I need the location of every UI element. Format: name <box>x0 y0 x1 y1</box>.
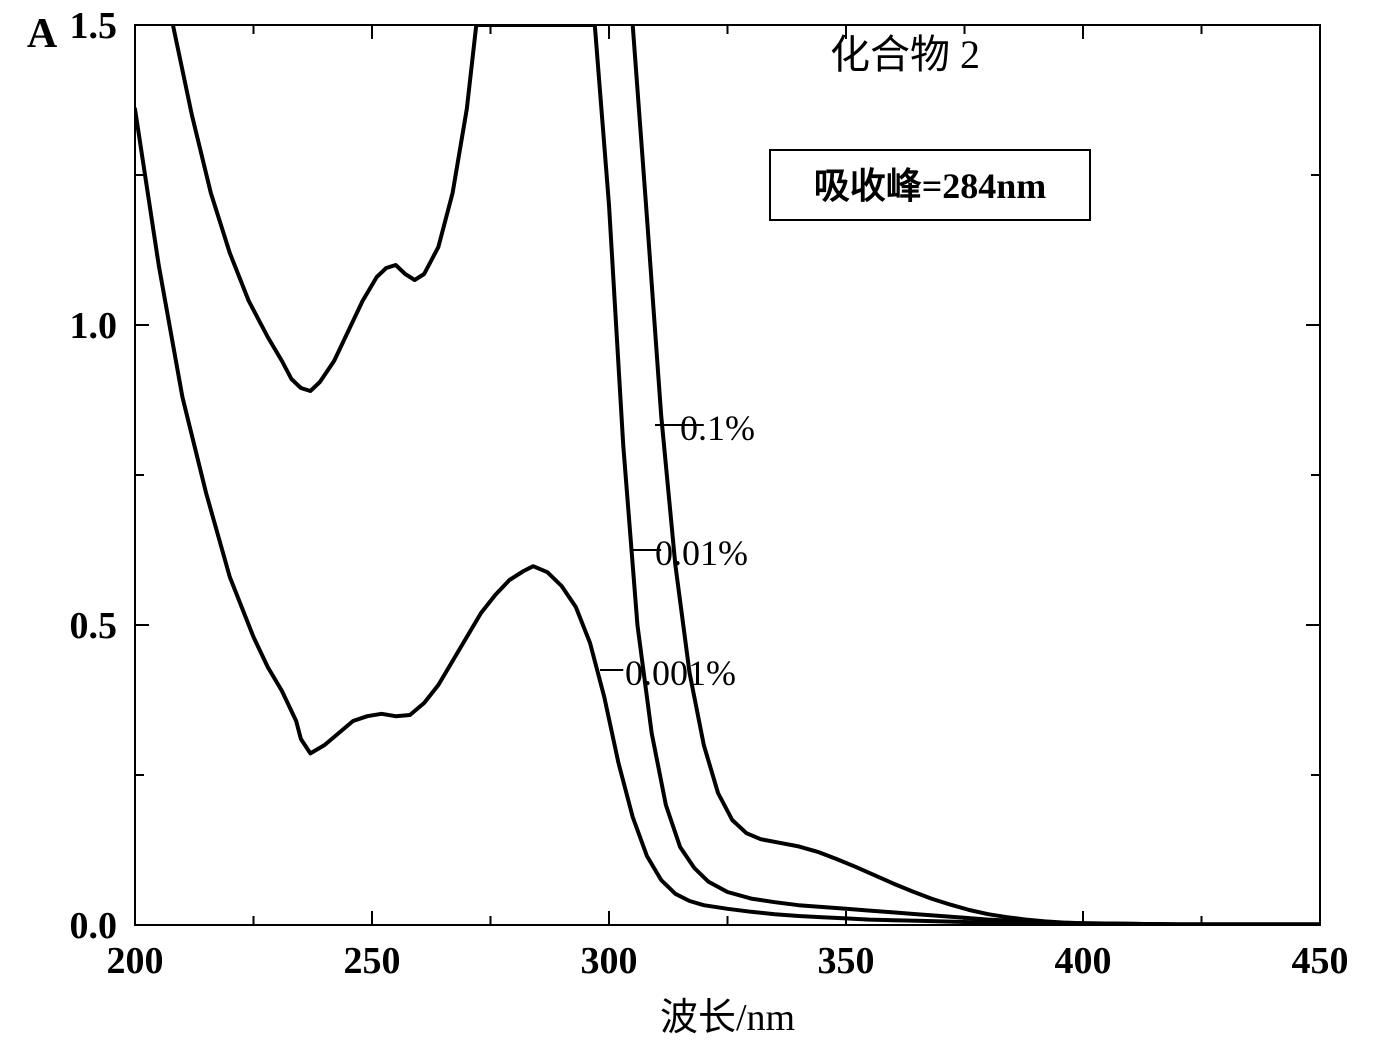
y-axis-label: A <box>27 11 58 57</box>
series-label-0: 0.001% <box>625 653 736 693</box>
annotation-text: 吸收峰=284nm <box>814 166 1047 206</box>
series-label-1: 0.01% <box>655 533 748 573</box>
x-tick-label: 250 <box>344 940 401 982</box>
y-tick-label: 0.5 <box>70 605 118 647</box>
chart-title: 化合物 2 <box>830 32 980 77</box>
plot-border <box>135 25 1320 925</box>
x-tick-label: 300 <box>581 940 638 982</box>
chart-container: 2002503003504004500.00.51.01.5波长/nmA0.00… <box>0 0 1373 1049</box>
series-label-2: 0.1% <box>680 408 755 448</box>
x-tick-label: 350 <box>818 940 875 982</box>
chart-svg: 2002503003504004500.00.51.01.5波长/nmA0.00… <box>0 0 1373 1049</box>
x-tick-label: 450 <box>1292 940 1349 982</box>
data-line-0 <box>135 109 1320 924</box>
data-line-1 <box>173 25 1320 924</box>
y-tick-label: 1.0 <box>70 305 118 347</box>
series-group <box>135 25 1320 924</box>
x-tick-label: 400 <box>1055 940 1112 982</box>
y-tick-label: 0.0 <box>70 905 118 947</box>
x-axis-label: 波长/nm <box>660 997 795 1039</box>
y-tick-label: 1.5 <box>70 5 118 47</box>
